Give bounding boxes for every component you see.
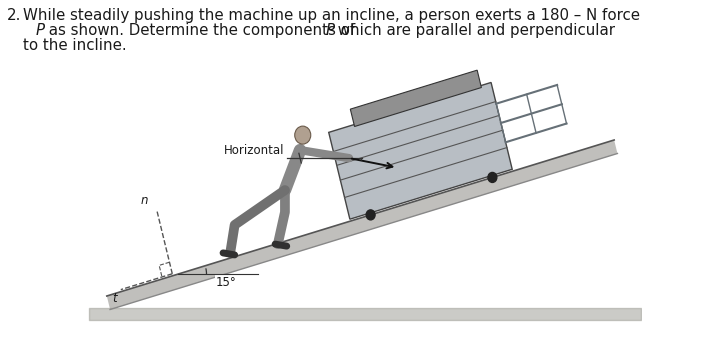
- Text: t: t: [112, 292, 117, 305]
- Text: P: P: [36, 23, 45, 38]
- Circle shape: [366, 210, 375, 220]
- Circle shape: [488, 173, 497, 183]
- Polygon shape: [329, 82, 512, 219]
- Polygon shape: [351, 70, 482, 126]
- Text: to the incline.: to the incline.: [23, 38, 127, 53]
- Text: P: P: [325, 23, 334, 38]
- Text: 10°: 10°: [361, 167, 382, 180]
- Text: P = 180 N: P = 180 N: [375, 144, 438, 157]
- Text: as shown. Determine the components of: as shown. Determine the components of: [44, 23, 360, 38]
- Text: which are parallel and perpendicular: which are parallel and perpendicular: [333, 23, 615, 38]
- Text: n: n: [140, 194, 148, 207]
- Polygon shape: [107, 140, 618, 310]
- Text: 15°: 15°: [215, 276, 236, 289]
- Text: 2.: 2.: [7, 8, 22, 23]
- Text: While steadily pushing the machine up an incline, a person exerts a 180 – N forc: While steadily pushing the machine up an…: [23, 8, 640, 23]
- Text: Horizontal: Horizontal: [223, 144, 284, 157]
- Circle shape: [294, 126, 311, 144]
